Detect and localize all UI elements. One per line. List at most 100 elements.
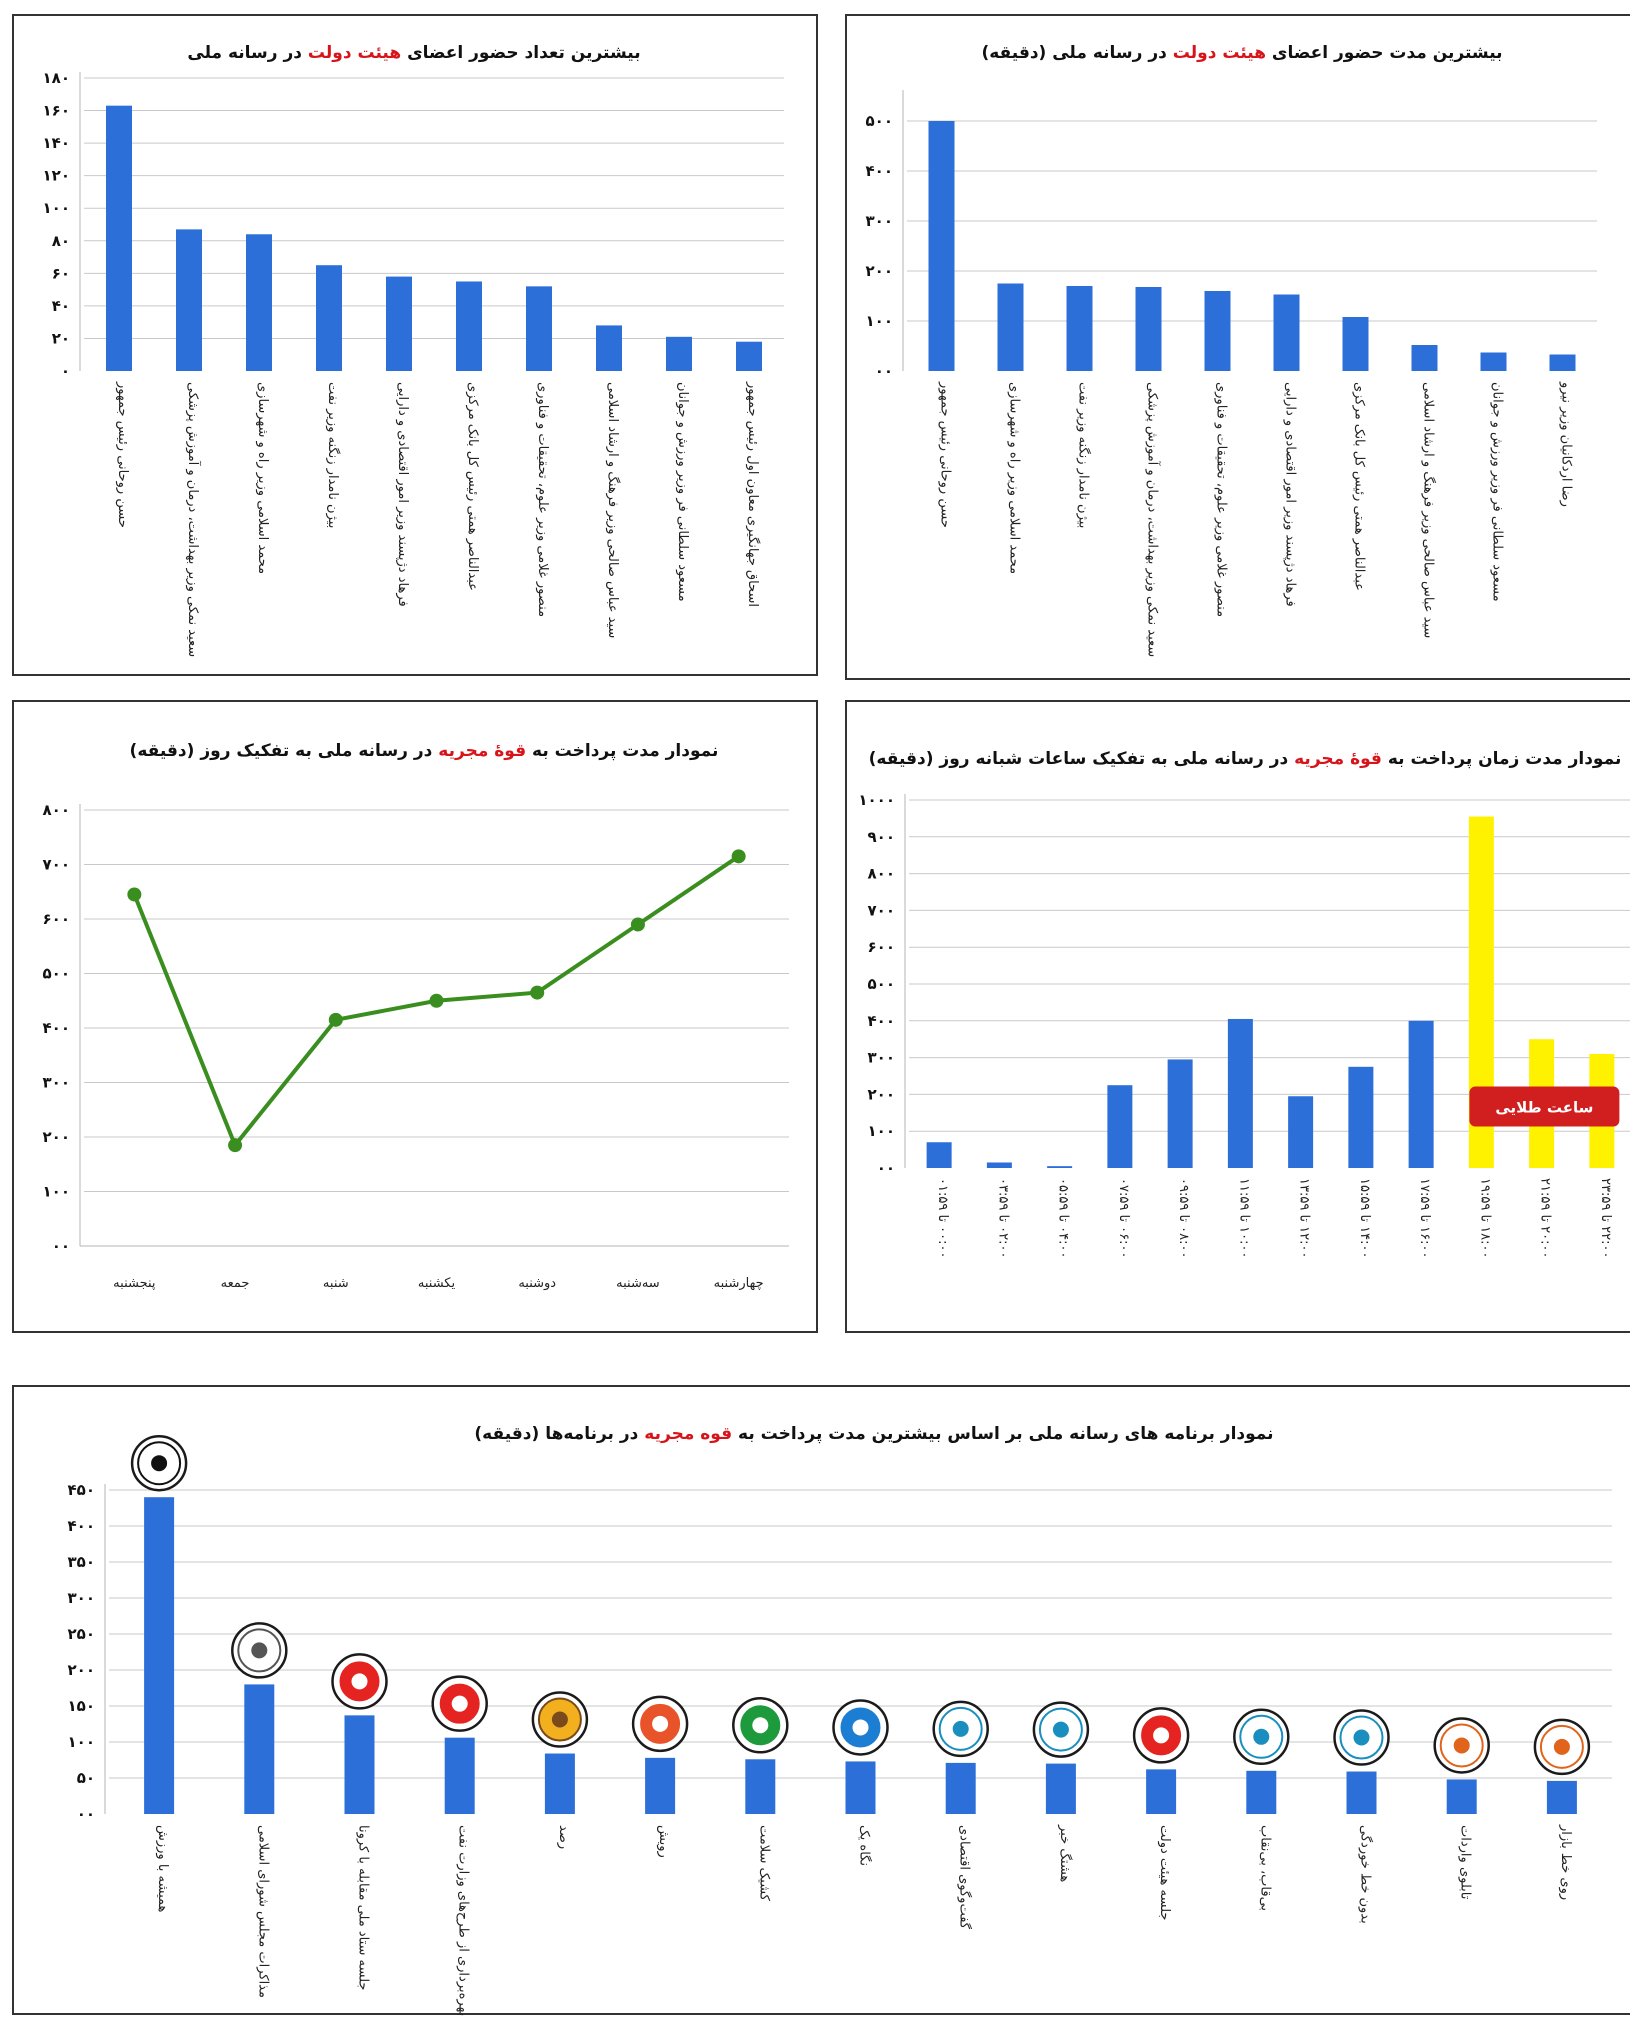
x-category-label-group: عبدالناصر همتی رئیس کل بانک مرکزی	[465, 382, 480, 591]
bar-7	[1342, 317, 1369, 371]
x-category-label-group: رصد	[556, 1825, 571, 1849]
bar-6	[456, 281, 482, 371]
x-category-label-group: حسن روحانی رئیس جمهور	[115, 381, 130, 528]
y-tick-label: ۶۰۰	[868, 938, 895, 956]
y-tick-label: ۶۰	[52, 264, 70, 282]
x-category-label-group: ۱۰:۰۰ تا ۱۱:۵۹	[1236, 1178, 1251, 1258]
eghtesad-radio-icon	[932, 1700, 989, 1758]
bar-7	[745, 1759, 776, 1814]
x-category-label-group: منصور غلامی وزیر علوم، تحقیقات و فناوری	[535, 382, 550, 617]
x-category-label: محمد اسلامی وزیر راه و شهرسازی	[1007, 382, 1022, 574]
y-tick-label: ۴۰۰	[68, 1517, 95, 1535]
bar-10	[1045, 1763, 1076, 1814]
x-category-label: ۱۸:۰۰ تا ۱۹:۵۹	[1477, 1178, 1492, 1258]
x-category-label-group: نگاه یک	[857, 1825, 873, 1866]
y-tick-label: ۲۰	[52, 329, 70, 347]
x-category-label-group: ۱۲:۰۰ تا ۱۳:۵۹	[1297, 1178, 1312, 1258]
bar-4	[444, 1737, 475, 1814]
x-category-label-group: ۱۴:۰۰ تا ۱۵:۵۹	[1357, 1178, 1372, 1258]
bar-9	[1480, 352, 1507, 371]
x-category-label-group: فرهاد دژپسند وزیر امور اقتصادی و دارایی	[395, 382, 410, 607]
x-category-label: بیژن نامدار زنگنه وزیر نفت	[1076, 382, 1092, 528]
x-category-label-group: ۲۰:۰۰ تا ۲۱:۵۹	[1538, 1178, 1553, 1258]
y-tick-label: ۶۰۰	[43, 910, 70, 928]
y-tick-label: ۲۰۰	[868, 1085, 895, 1103]
x-category-label-group: حسن روحانی رئیس جمهور	[938, 381, 953, 528]
bar-3	[1066, 286, 1093, 371]
data-point-6	[630, 917, 645, 932]
chart-panel-day-line: نمودار مدت پرداخت به قوهٔ مجریه در رسانه…	[12, 700, 818, 1333]
x-category-label-group: سعید نمکی وزیر بهداشت، درمان و آموزش پزش…	[1145, 382, 1162, 657]
x-category-label-group: ۱۸:۰۰ تا ۱۹:۵۹	[1477, 1178, 1492, 1258]
x-category-label: همیشه با ورزش	[155, 1825, 170, 1913]
bar-12	[1246, 1770, 1277, 1814]
x-category-label-group: تابلوی واردات	[1458, 1825, 1473, 1900]
bar-10	[1549, 354, 1576, 371]
bar-5	[386, 276, 412, 371]
chart-title-part: در رسانه ملی به تفکیک روز (دقیقه)	[130, 741, 439, 761]
x-category-label-group: سعید نمکی وزیر بهداشت، درمان و آموزش پزش…	[185, 382, 202, 657]
bar-2	[244, 1684, 275, 1814]
x-category-label: اسحاق جهانگیری معاون اول رئیس جمهور	[745, 381, 761, 607]
x-category-label: پنجشنبه	[113, 1276, 156, 1291]
x-category-label: عبدالناصر همتی رئیس کل بانک مرکزی	[1352, 382, 1367, 591]
bar-8	[1348, 1066, 1374, 1168]
y-tick-label: ۱۰۰	[43, 199, 70, 217]
bar-4	[1135, 287, 1162, 371]
x-category-label: فرهاد دژپسند وزیر امور اقتصادی و دارایی	[1283, 382, 1298, 607]
y-tick-label: ۳۰۰	[866, 212, 893, 230]
x-category-label: منصور غلامی وزیر علوم، تحقیقات و فناوری	[535, 382, 550, 617]
chart-title-part: بیشترین مدت حضور اعضای	[1266, 43, 1503, 63]
y-tick-label: ۰۰	[77, 1805, 95, 1823]
x-category-label: سعید نمکی وزیر بهداشت، درمان و آموزش پزش…	[185, 382, 202, 657]
x-category-label-group: منصور غلامی وزیر علوم، تحقیقات و فناوری	[1214, 382, 1229, 617]
bar-3	[344, 1715, 375, 1814]
eghtesad-radio-icon	[1233, 1708, 1290, 1766]
bar-5	[544, 1753, 575, 1814]
logo-mark	[1553, 1738, 1570, 1755]
salamat-channel-icon	[732, 1697, 789, 1754]
y-tick-label: ۱۸۰	[43, 69, 70, 87]
chart-panel-count: بیشترین تعداد حضور اعضای هیئت دولت در رس…	[12, 14, 818, 676]
x-category-label-group: بدون خط خوردگی	[1358, 1825, 1374, 1924]
x-category-label: فرهاد دژپسند وزیر امور اقتصادی و دارایی	[395, 382, 410, 607]
x-category-label: یکشنبه	[418, 1276, 456, 1291]
x-category-label-group: ۲۲:۰۰ تا ۲۳:۵۹	[1598, 1178, 1613, 1258]
x-category-label: جمعه	[221, 1276, 250, 1291]
x-category-label: روی خط بازار	[1558, 1824, 1573, 1900]
logo-mark	[752, 1717, 769, 1734]
data-point-5	[530, 985, 545, 1000]
bar-1	[144, 1497, 175, 1814]
y-tick-label: ۱۴۰	[43, 134, 70, 152]
x-category-label-group: رضا اردکانیان وزیر نیرو	[1559, 381, 1574, 507]
varzesh-channel-icon	[130, 1434, 188, 1492]
hours-bar-chart: نمودار مدت زمان پرداخت به قوهٔ مجریه در …	[858, 749, 1630, 1258]
x-category-label: ۱۰:۰۰ تا ۱۱:۵۹	[1236, 1178, 1251, 1258]
x-category-label: آیین بهره‌برداری از طرح‌های وزارت نفت	[456, 1825, 473, 2017]
bar-1	[106, 105, 132, 371]
eghtesad-radio-icon	[1333, 1709, 1390, 1766]
x-category-label: مذاکرات مجلس شورای اسلامی	[255, 1825, 270, 1998]
x-category-label: ۲۲:۰۰ تا ۲۳:۵۹	[1598, 1178, 1613, 1258]
y-tick-label: ۴۵۰	[68, 1481, 95, 1499]
x-category-label-group: جلسه هیئت دولت	[1157, 1825, 1172, 1920]
channel-1-icon	[331, 1653, 388, 1710]
bar-6	[1227, 1018, 1253, 1168]
x-category-label-group: سید عباس صالحی وزیر فرهنگ و ارشاد اسلامی	[1421, 382, 1437, 638]
chart-title-part: در رسانه ملی	[187, 43, 308, 63]
x-category-label-group: بی‌قاب، بی‌نقاب	[1257, 1825, 1272, 1911]
x-category-label: محمد اسلامی وزیر راه و شهرسازی	[255, 382, 270, 574]
x-category-label-group: هشتگ خبر	[1057, 1824, 1073, 1882]
y-tick-label: ۱۶۰	[43, 102, 70, 120]
x-category-label: جلسه هیئت دولت	[1157, 1825, 1172, 1920]
x-category-label: بیژن نامدار زنگنه وزیر نفت	[325, 382, 341, 528]
channel-1-icon	[431, 1675, 488, 1732]
bar-9	[666, 336, 692, 371]
bar-3	[246, 234, 272, 371]
chart-panel-hours: نمودار مدت زمان پرداخت به قوهٔ مجریه در …	[845, 700, 1630, 1333]
y-tick-label: ۳۰۰	[68, 1589, 95, 1607]
x-category-label-group: بیژن نامدار زنگنه وزیر نفت	[325, 382, 341, 528]
channel-3-icon	[531, 1691, 589, 1748]
x-category-label: بدون خط خوردگی	[1358, 1825, 1374, 1924]
bar-8	[1411, 345, 1438, 371]
